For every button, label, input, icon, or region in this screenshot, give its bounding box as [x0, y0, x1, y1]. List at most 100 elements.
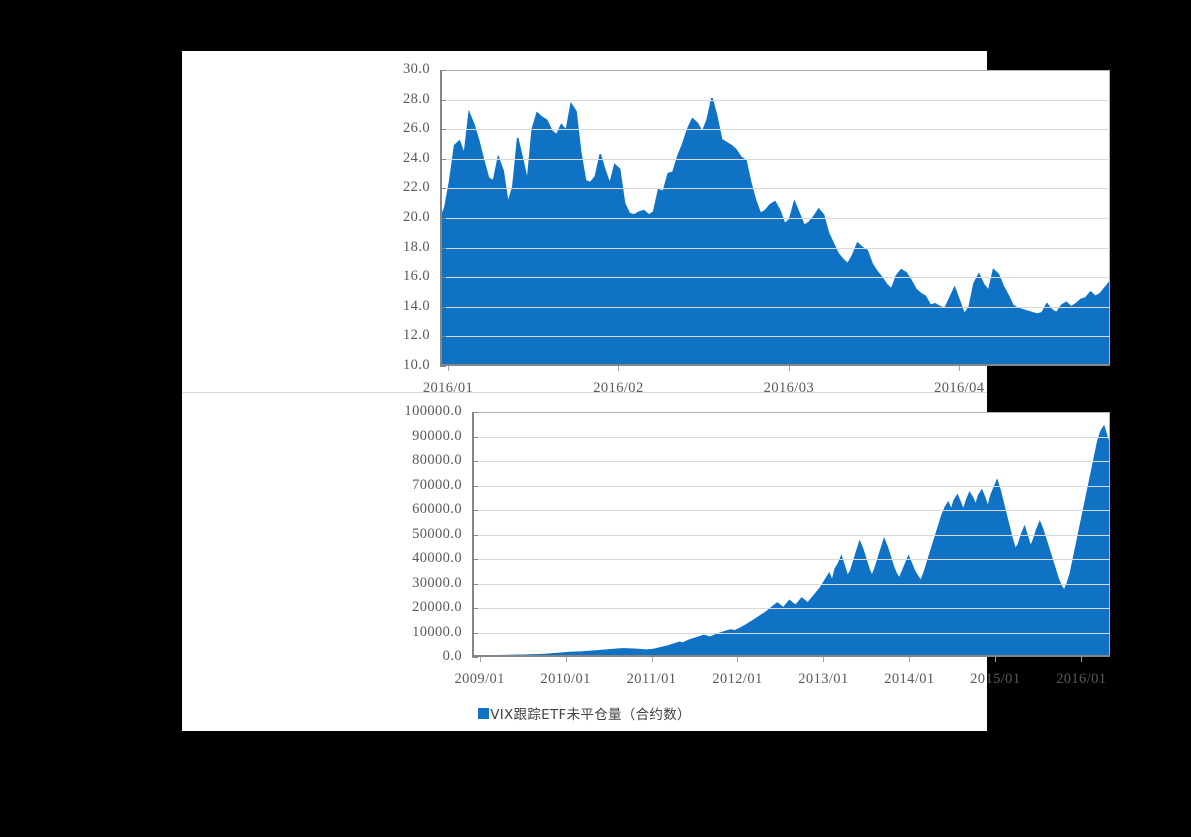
y-axis-tick-label: 16.0: [403, 268, 430, 285]
y-axis-tick-label: 22.0: [403, 179, 430, 196]
x-axis-tick: [995, 657, 996, 662]
y-axis-tick: [440, 188, 446, 189]
y-axis-tick: [440, 218, 446, 219]
y-axis-tick: [472, 535, 478, 536]
x-axis-tick-label: 2010/01: [540, 671, 591, 687]
gridline: [440, 129, 1110, 130]
y-axis-tick: [440, 100, 446, 101]
vix-etf-open-interest-panel: 100000.0 90000.0 80000.0 70000.0 60000.0 5000…: [182, 392, 1110, 731]
y-axis-tick-label: 20000.0: [412, 599, 462, 615]
y-axis-tick-label: 26.0: [403, 120, 430, 137]
y-axis-tick: [472, 633, 478, 634]
x-axis-tick-label: 2014/01: [884, 671, 935, 687]
y-axis-tick-label: 12.0: [403, 327, 430, 344]
y-axis-tick-label: 18.0: [403, 238, 430, 255]
x-axis-line: [440, 364, 1110, 366]
area-fill: [472, 426, 1110, 657]
gridline: [440, 248, 1110, 249]
gridline: [472, 559, 1110, 560]
x-axis-tick-label: 2015/01: [970, 671, 1021, 687]
gridline: [472, 535, 1110, 536]
gridline: [472, 608, 1110, 609]
y-axis-tick: [472, 657, 478, 658]
x-axis-tick-label: 2013/01: [798, 671, 849, 687]
x-axis-tick: [618, 366, 619, 371]
y-axis-tick: [472, 584, 478, 585]
y-axis-tick-label: 80000.0: [412, 452, 462, 468]
y-axis-tick-label: 40000.0: [412, 550, 462, 566]
x-axis-tick-label: 2011/01: [626, 671, 677, 687]
x-axis-tick-label: 2016/01: [1056, 671, 1107, 687]
gridline: [472, 461, 1110, 462]
x-axis-line: [472, 655, 1110, 657]
area-top-line: [472, 424, 1110, 657]
gridline: [472, 437, 1110, 438]
y-axis-tick-label: 60000.0: [412, 501, 462, 517]
y-axis-tick: [440, 366, 446, 367]
x-axis-tick: [789, 366, 790, 371]
x-axis-tick: [652, 657, 653, 662]
x-axis-tick: [448, 366, 449, 371]
vix-etf-area-series: [472, 424, 1110, 657]
x-axis-tick: [737, 657, 738, 662]
y-axis-tick: [472, 486, 478, 487]
gridline: [440, 336, 1110, 337]
gridline: [440, 188, 1110, 189]
x-axis-tick-label: 2012/01: [712, 671, 763, 687]
legend-swatch-icon: [478, 707, 490, 719]
y-axis-tick: [440, 159, 446, 160]
y-axis-line: [472, 412, 474, 657]
gridline: [440, 307, 1110, 308]
y-axis-tick-label: 24.0: [403, 149, 430, 166]
vix-index-plot-area: [440, 70, 1110, 371]
y-axis-tick: [440, 336, 446, 337]
y-axis-tick: [440, 70, 446, 71]
gridline: [440, 218, 1110, 219]
gridline: [472, 584, 1110, 585]
y-axis-tick-label: 10000.0: [412, 623, 462, 640]
x-axis-tick: [959, 366, 960, 371]
legend-label: VIX跟踪ETF未平仓量（合约数）: [490, 707, 691, 723]
y-axis-tick-label: 70000.0: [412, 476, 462, 493]
y-axis-tick: [440, 129, 446, 130]
x-axis-tick: [1081, 657, 1082, 662]
area-fill: [440, 98, 1110, 366]
y-axis-tick: [472, 412, 478, 413]
gridline: [440, 100, 1110, 101]
y-axis-tick: [440, 307, 446, 308]
charts-card: 30.0 28.0 26.0 24.0 22.0 20.0 18.0 16.0 14.0 12.0…: [182, 51, 1110, 731]
y-axis-tick: [472, 461, 478, 462]
vix-index-panel: 30.0 28.0 26.0 24.0 22.0 20.0 18.0 16.0 14.0 12.0…: [182, 51, 1110, 436]
area-top-line: [440, 97, 1110, 316]
y-axis-tick-label: 90000.0: [412, 427, 462, 444]
x-axis-tick: [823, 657, 824, 662]
y-axis-tick: [440, 248, 446, 249]
y-axis-tick-label: 28.0: [403, 90, 430, 107]
y-axis-tick-label: 30.0: [403, 61, 430, 77]
y-axis-tick: [472, 559, 478, 560]
y-axis-tick: [440, 277, 446, 278]
y-axis-tick: [472, 437, 478, 438]
vix-etf-legend: VIX跟踪ETF未平仓量（合约数）: [182, 703, 987, 724]
y-axis-tick: [472, 608, 478, 609]
gridline: [440, 277, 1110, 278]
gridline: [472, 633, 1110, 634]
y-axis-tick-label: 50000.0: [412, 525, 462, 542]
plot-right-border: [1109, 412, 1110, 657]
gridline: [440, 159, 1110, 160]
x-axis-tick: [566, 657, 567, 662]
vix-etf-plot-area: [472, 412, 1110, 662]
gridline: [472, 510, 1110, 511]
plot-top-border: [472, 412, 1110, 413]
y-axis-tick-label: 14.0: [403, 297, 430, 314]
y-axis-tick-label: 20.0: [403, 209, 430, 225]
y-axis-tick-label: 30000.0: [412, 574, 462, 591]
x-axis-tick-label: 2009/01: [454, 671, 505, 687]
x-axis-tick: [480, 657, 481, 662]
y-axis-tick-label: 0.0: [442, 648, 462, 664]
y-axis-tick: [472, 510, 478, 511]
vix-index-area-series: [440, 97, 1110, 366]
plot-top-border: [440, 70, 1110, 71]
x-axis-tick: [909, 657, 910, 662]
